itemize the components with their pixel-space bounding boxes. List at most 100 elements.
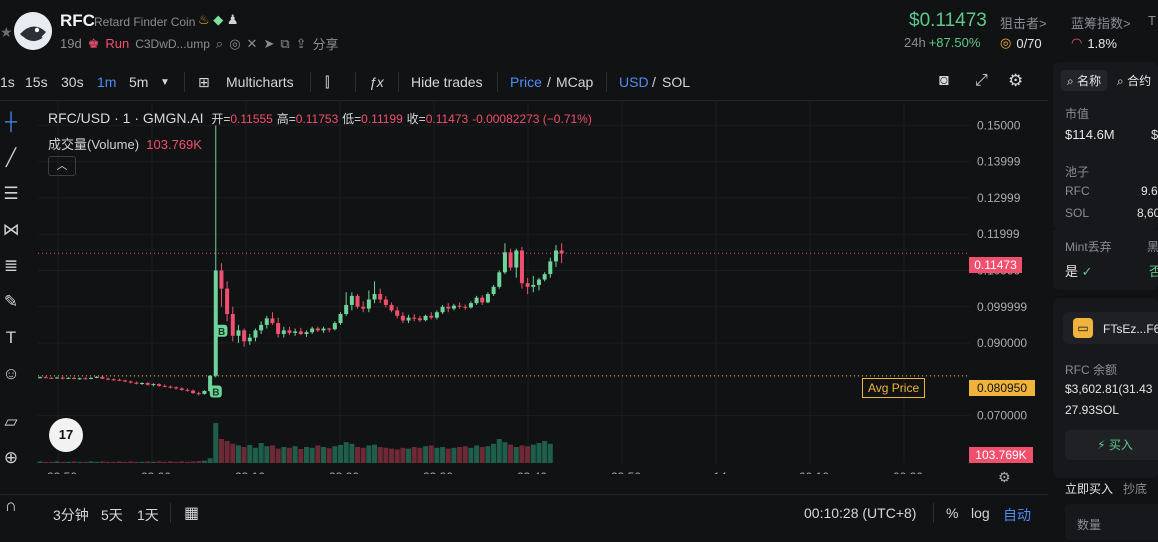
volume-bar [491,443,497,463]
clock-time[interactable]: 00:10:28 (UTC+8) [804,505,917,521]
volume-bar [513,447,519,463]
volume-bar [54,461,60,463]
candle-body [497,272,502,287]
buy-now-tab[interactable]: 立即买入 [1065,482,1114,496]
emoji-icon[interactable]: ☺ [2,364,20,383]
candle-body [553,250,558,262]
candle-body [225,288,230,315]
share-icon[interactable]: ⇪ [295,35,307,51]
avg-price-tag: 0.080950 [969,380,1035,396]
candle-body [349,295,354,305]
target-icon: ◎ [1000,35,1012,50]
candle-body [451,305,456,309]
share-label[interactable]: 分享 [312,37,339,52]
x-tick-label: 22:50 [47,470,77,474]
toolbar-divider [398,72,399,92]
candle-body [531,284,536,287]
fib-icon[interactable]: ≣ [3,256,19,275]
candle-body [372,294,377,300]
text-icon[interactable]: T [5,328,17,347]
candle-body [468,303,473,308]
magnet-icon[interactable]: ∩ [4,496,18,515]
bluechip-label[interactable]: 蓝筹指数> [1071,16,1131,31]
quantity-label: 数量 [1077,518,1102,532]
quantity-input[interactable] [1065,504,1158,540]
price-chart[interactable]: 0.150000.139990.129990.119990.109990.099… [28,102,1038,474]
volume-bar [360,447,366,463]
interval-1s[interactable]: 1s [0,74,15,90]
tab-contract[interactable]: ⌕ 合约 [1117,72,1151,89]
buy-marker-label: B [218,327,225,338]
y-tick-label: 0.11999 [977,227,1020,241]
interval-5m[interactable]: 5m [129,74,149,90]
volume-bar [190,461,196,463]
axis-settings-icon[interactable]: ⚙ [998,469,1011,485]
volume-value: 103.769K [146,137,202,152]
collapse-legend-button[interactable]: ︿ [48,156,76,176]
tradingview-logo[interactable]: 17 [49,418,83,452]
search-icon[interactable]: ⌕ [215,35,224,51]
volume-bar [326,448,332,463]
trendline-icon[interactable]: ╱ [5,148,17,167]
mcap-toggle[interactable]: MCap [556,74,594,90]
contract-address[interactable]: C3DwD...ump [135,36,210,51]
limit-tab[interactable]: 抄底 [1123,482,1148,496]
price-toggle[interactable]: Price [510,74,542,90]
candle-body [219,270,224,289]
sol-toggle[interactable]: SOL [662,74,691,90]
external-link-icon[interactable]: ⧉ [280,35,290,51]
volume-bar [196,461,202,463]
volume-bar [474,445,480,463]
sniper-value-row: ◎ 0/70 [1000,35,1042,51]
candle-body [310,328,315,333]
buy-button[interactable]: ⚡ 买入 [1065,430,1158,460]
range-5d[interactable]: 5天 [101,507,123,523]
interval-dropdown-icon[interactable]: ▼ [160,77,170,88]
favorite-star-icon[interactable]: ★ [0,24,13,40]
ruler-icon[interactable]: ▱ [4,412,18,431]
interval-30s[interactable]: 30s [61,74,84,90]
range-3min[interactable]: 3分钟 [53,507,89,523]
log-toggle[interactable]: log [971,505,990,521]
hide-trades-button[interactable]: Hide trades [411,74,483,90]
interval-15s[interactable]: 15s [25,74,48,90]
token-symbol: RFC [60,11,95,30]
candle-body [298,331,303,334]
volume-bar [150,461,156,463]
volume-bar [269,445,275,463]
volume-bar [247,445,253,463]
indicators-icon[interactable]: ƒx [369,74,384,90]
candle-type-icon[interactable]: ⫿ [325,74,330,90]
brush-icon[interactable]: ✎ [3,292,19,311]
volume-bar [162,461,168,463]
date-range-icon[interactable]: ▦ [184,505,200,522]
fullscreen-icon[interactable]: ⤢ [975,72,988,89]
candle-body [202,390,207,394]
usd-toggle[interactable]: USD [619,74,649,90]
token-age: 19d [60,36,82,51]
camera-icon[interactable]: ◙ [939,72,949,89]
range-1d[interactable]: 1天 [137,507,159,523]
pattern-icon[interactable]: ⋈ [2,220,20,239]
multicharts-icon[interactable]: ⊞ [198,74,210,90]
high-value: 0.11753 [295,112,339,126]
sniper-label[interactable]: 狙击者> [1000,16,1047,31]
globe-icon[interactable]: ◎ [229,35,241,51]
auto-toggle[interactable]: 自动 [1003,507,1031,523]
candle-body [94,376,99,378]
candle-body [304,332,309,334]
x-icon[interactable]: ✕ [246,35,258,51]
telegram-icon[interactable]: ➤ [263,35,275,51]
zoom-icon[interactable]: ⊕ [3,448,19,467]
crosshair-icon[interactable]: ┼ [4,112,18,131]
horizontal-lines-icon[interactable]: ☰ [3,184,19,203]
multicharts-button[interactable]: Multicharts [226,74,294,90]
tab-name[interactable]: ⌕ 名称 [1061,70,1108,91]
candle-body [548,261,553,275]
current-price: $0.11473 [909,10,987,31]
candle-body [253,330,258,338]
settings-icon[interactable]: ⚙ [1008,71,1024,90]
interval-1m[interactable]: 1m [97,74,117,90]
percent-toggle[interactable]: % [946,505,959,521]
volume-bar [389,448,395,463]
